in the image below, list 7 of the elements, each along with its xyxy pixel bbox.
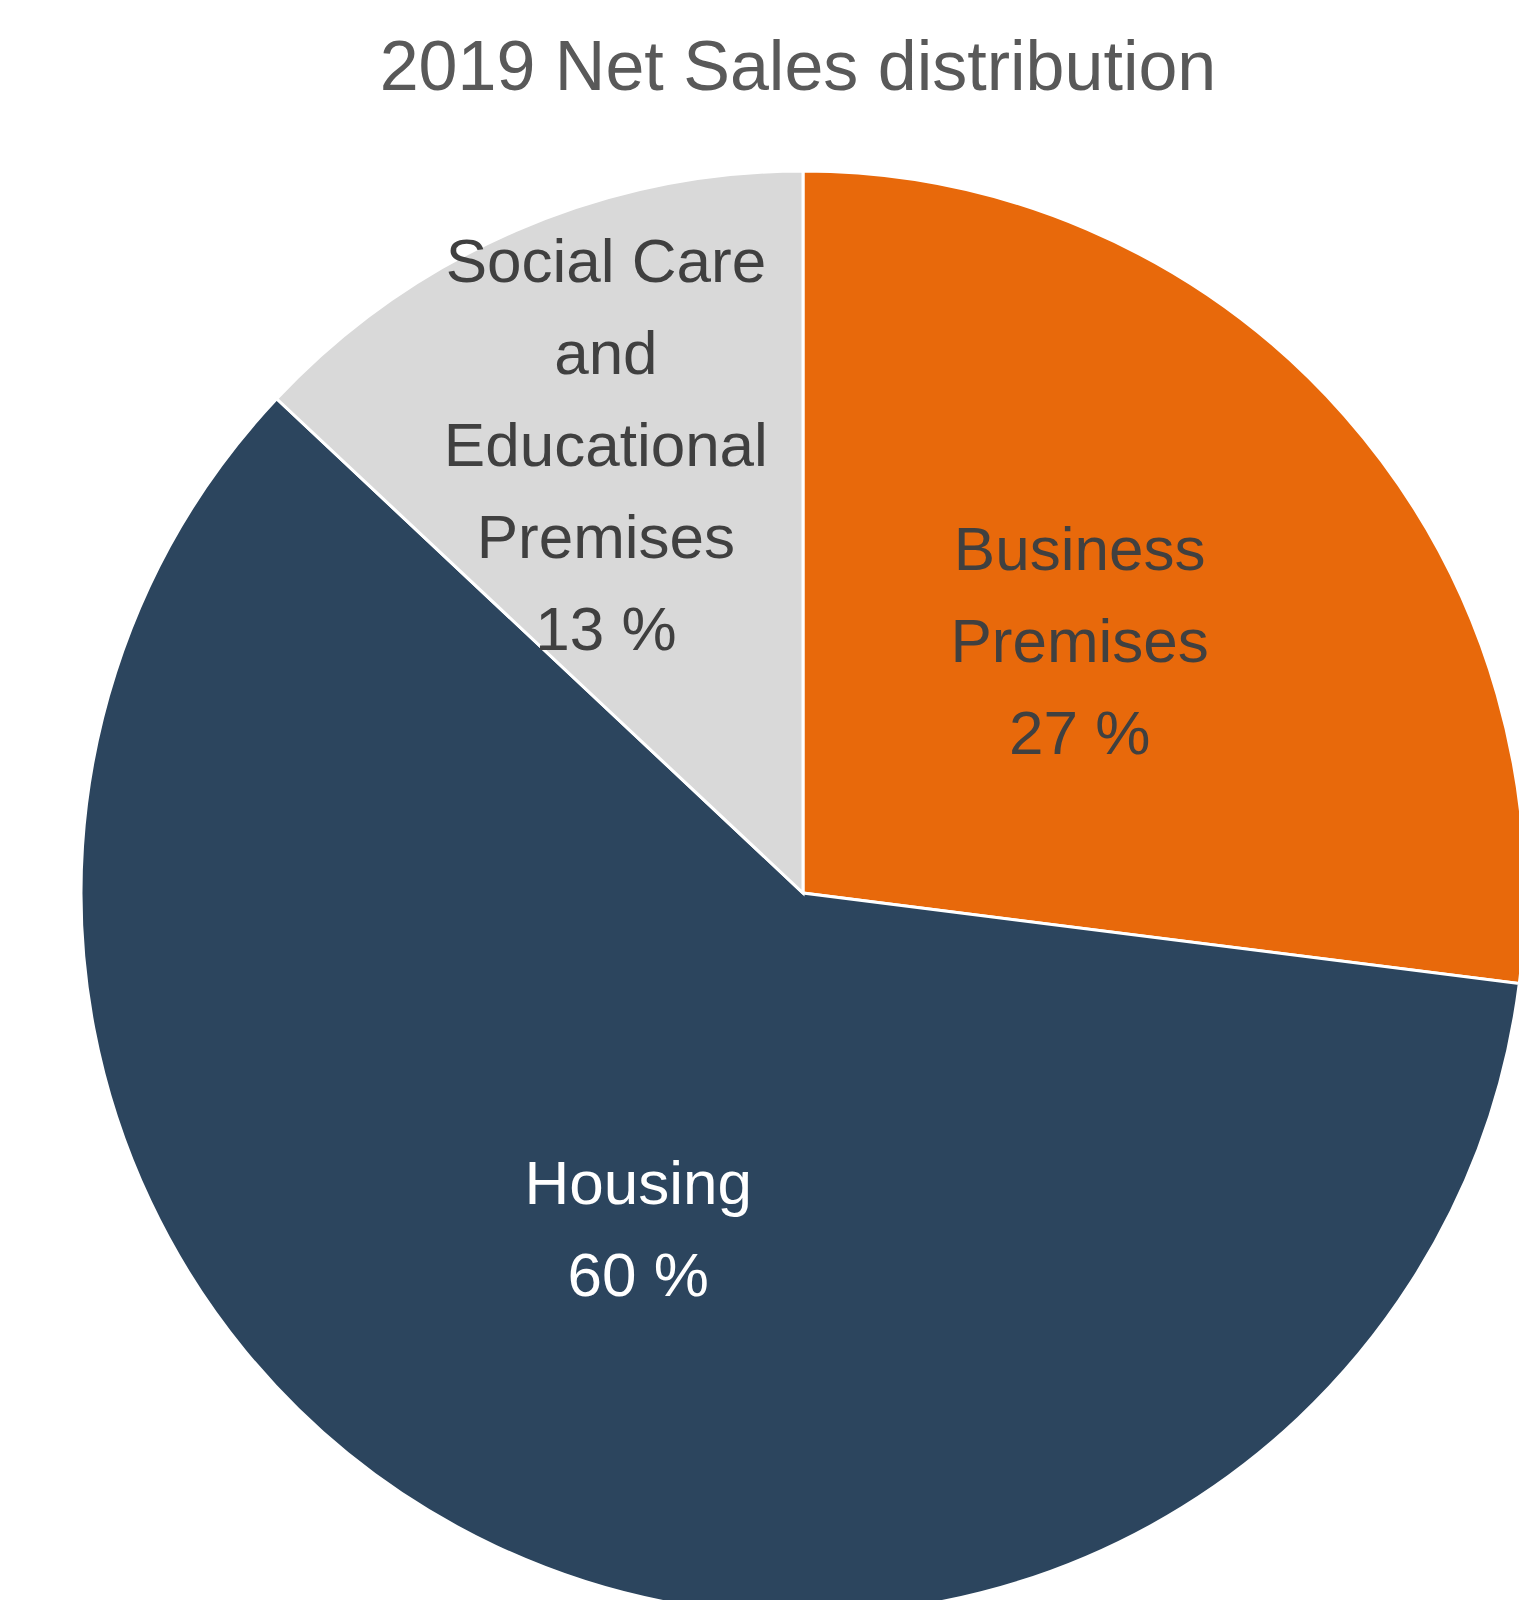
- data-label: 60 %: [567, 1239, 709, 1309]
- slice-label: Social Care and Educational Premises: [443, 225, 768, 571]
- data-label: 13 %: [535, 593, 677, 663]
- data-label: 27 %: [1008, 697, 1151, 767]
- chart-title: 2019 Net Sales distribution: [379, 27, 1217, 105]
- slice-label: Housing: [524, 1147, 752, 1217]
- slice-label: Business Premises: [950, 513, 1209, 675]
